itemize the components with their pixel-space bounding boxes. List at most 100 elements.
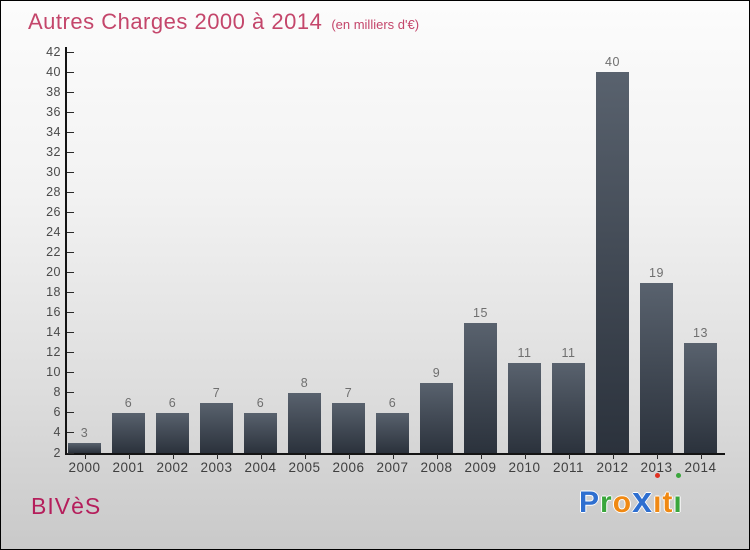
x-axis-tick-label: 2002 <box>156 460 189 475</box>
chart-title: Autres Charges 2000 à 2014 <box>28 9 323 34</box>
x-axis-tick-label: 2007 <box>376 460 409 475</box>
brand-name: BIVèS <box>31 493 102 519</box>
x-axis-tick <box>656 454 658 459</box>
y-axis-tick <box>67 131 74 133</box>
x-axis-tick-label: 2010 <box>508 460 541 475</box>
x-axis-tick <box>128 454 130 459</box>
logo-letter-r: r <box>600 486 613 519</box>
x-axis-tick <box>84 454 86 459</box>
x-axis-tick <box>568 454 570 459</box>
bar-value-label: 6 <box>256 395 265 410</box>
y-axis-tick <box>67 392 74 394</box>
y-axis-tick <box>67 71 74 73</box>
logo-letter-i: ı <box>673 473 683 520</box>
x-axis-tick-label: 2001 <box>112 460 145 475</box>
y-axis-tick-label: 42 <box>46 44 61 59</box>
logo-letter-i: ı <box>653 473 663 520</box>
bar-2009 <box>464 322 497 453</box>
logo-i-stem: ı <box>653 486 663 519</box>
bar-value-label: 7 <box>344 385 353 400</box>
bar-value-label: 6 <box>124 395 133 410</box>
logo-letter-t: t <box>662 486 674 519</box>
y-axis-tick <box>67 91 74 93</box>
bar-2005 <box>288 392 321 453</box>
bar-value-label: 6 <box>388 395 397 410</box>
logo-letter-o: o <box>612 486 633 519</box>
y-axis-tick <box>67 292 74 294</box>
logo-i-dot <box>655 473 661 478</box>
x-axis-tick <box>304 454 306 459</box>
y-axis-tick-label: 6 <box>53 405 61 420</box>
y-axis-tick <box>67 452 74 454</box>
bar-value-label: 6 <box>168 395 177 410</box>
bar-2014 <box>684 342 717 453</box>
bar-value-label: 15 <box>473 305 488 320</box>
x-axis-line <box>65 453 725 455</box>
x-axis-tick-label: 2004 <box>244 460 277 475</box>
bar-2001 <box>112 412 145 453</box>
y-axis-tick <box>67 51 74 53</box>
x-axis-tick <box>172 454 174 459</box>
y-axis-tick-label: 16 <box>46 305 61 320</box>
y-axis-tick <box>67 312 74 314</box>
y-axis-tick-label: 38 <box>46 84 61 99</box>
bar-2000 <box>68 442 101 453</box>
y-axis-tick-label: 8 <box>53 385 61 400</box>
y-axis-tick <box>67 352 74 354</box>
x-axis-tick <box>480 454 482 459</box>
bar-value-label: 19 <box>649 265 664 280</box>
bar-value-label: 11 <box>561 345 576 360</box>
x-axis-tick-label: 2009 <box>464 460 497 475</box>
bar-2004 <box>244 412 277 453</box>
bar-2003 <box>200 402 233 453</box>
bar-value-label: 7 <box>212 385 221 400</box>
x-axis-tick <box>392 454 394 459</box>
y-axis-tick <box>67 412 74 414</box>
y-axis-tick <box>67 332 74 334</box>
y-axis-tick-label: 26 <box>46 204 61 219</box>
x-axis-tick-label: 2014 <box>684 460 717 475</box>
bar-value-label: 8 <box>300 375 309 390</box>
y-axis-tick-label: 4 <box>53 425 61 440</box>
y-axis-tick-label: 18 <box>46 285 61 300</box>
y-axis-line <box>65 47 67 454</box>
y-axis-tick <box>67 252 74 253</box>
y-axis-tick-label: 10 <box>46 365 61 380</box>
y-axis-tick <box>67 191 74 193</box>
bar-value-label: 13 <box>693 325 708 340</box>
y-axis-tick-label: 40 <box>46 64 61 79</box>
logo-i-stem: ı <box>673 486 683 519</box>
bar-2012 <box>596 72 629 453</box>
y-axis-tick-label: 12 <box>46 345 61 360</box>
x-axis-tick <box>612 454 614 459</box>
bar-2010 <box>508 362 541 453</box>
x-axis-tick-label: 2012 <box>596 460 629 475</box>
bar-value-label: 9 <box>432 365 441 380</box>
bar-value-label: 40 <box>605 55 620 70</box>
y-axis-tick <box>67 211 74 213</box>
x-axis-tick-label: 2013 <box>640 460 673 475</box>
y-axis-tick-label: 34 <box>46 124 61 139</box>
bar-value-label: 3 <box>80 425 89 440</box>
y-axis-tick-label: 22 <box>46 245 61 259</box>
x-axis-tick-label: 2008 <box>420 460 453 475</box>
y-axis-tick <box>67 432 74 434</box>
x-axis-tick-label: 2011 <box>552 460 585 475</box>
bar-2007 <box>376 412 409 453</box>
y-axis-tick <box>67 151 74 153</box>
y-axis-tick <box>67 372 74 374</box>
y-axis-tick-label: 30 <box>46 164 61 179</box>
y-axis-tick-label: 28 <box>46 184 61 199</box>
y-axis-tick-label: 20 <box>46 265 61 280</box>
x-axis-tick <box>216 454 218 459</box>
y-axis-tick <box>67 272 74 274</box>
bar-2011 <box>552 362 585 453</box>
x-axis-tick-label: 2006 <box>332 460 365 475</box>
x-axis-tick <box>436 454 438 459</box>
y-axis-tick <box>67 111 74 113</box>
x-axis-tick <box>260 454 262 459</box>
y-axis-tick-label: 36 <box>46 104 61 119</box>
